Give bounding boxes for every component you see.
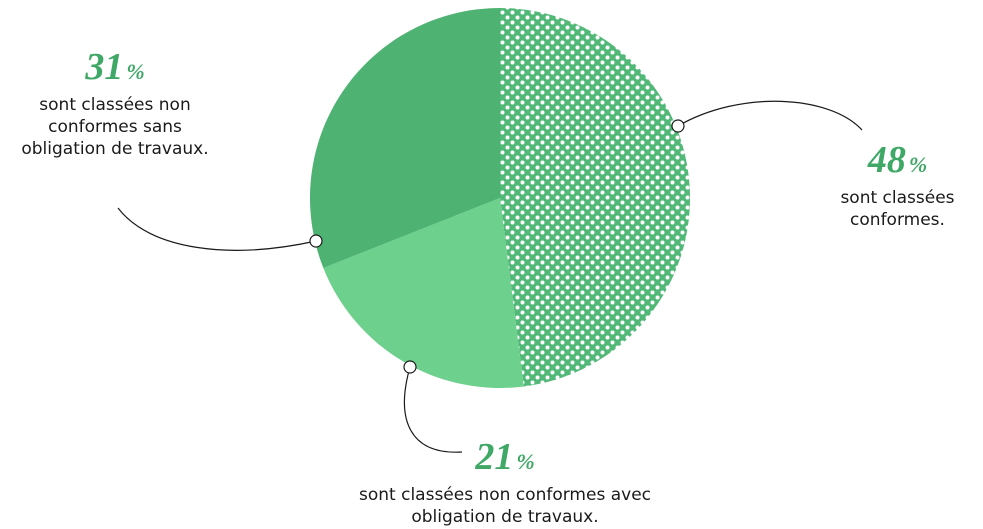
slice-label: 21% sont classées non conformes avec obl…	[330, 435, 680, 528]
value-label: 48%	[800, 138, 983, 187]
value-label: 21%	[330, 435, 680, 484]
value: 48	[867, 139, 906, 181]
connector	[677, 100, 863, 131]
pie-slice	[500, 8, 691, 387]
category-label: sont classées non conformes avec obligat…	[359, 485, 651, 527]
value: 31	[85, 46, 124, 88]
value: 21	[475, 436, 514, 478]
connector-dot	[403, 360, 417, 374]
unit: %	[908, 152, 928, 177]
connector	[117, 207, 317, 251]
slice-label: 48% sont classées conformes.	[800, 138, 983, 231]
category-label: sont classées conformes.	[840, 188, 955, 230]
slice-label: 31% sont classées non conformes sans obl…	[10, 45, 220, 160]
connector-dot	[309, 234, 323, 248]
pie-slice	[323, 198, 524, 388]
connector-dot	[671, 119, 685, 133]
category-label: sont classées non conformes sans obligat…	[21, 95, 209, 159]
unit: %	[126, 59, 145, 84]
connector	[403, 366, 463, 453]
value-label: 31%	[10, 45, 220, 94]
unit: %	[516, 449, 535, 474]
pie-slice	[309, 8, 500, 268]
